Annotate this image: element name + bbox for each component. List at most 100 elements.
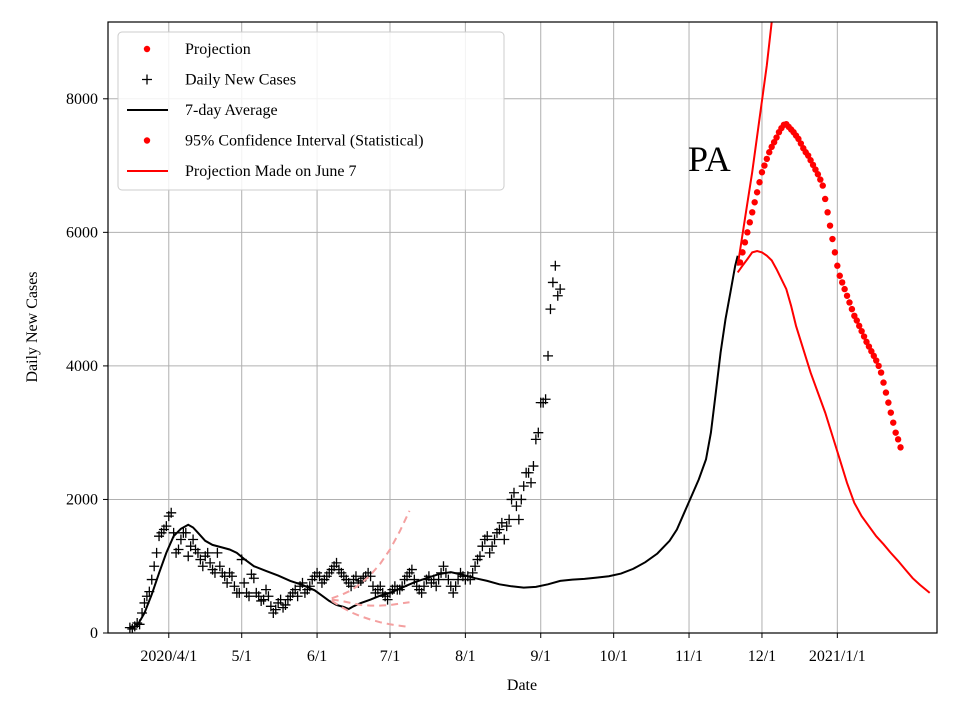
daily-case-point [474,551,485,562]
projection-made-on-june-7-lower-line [331,600,410,628]
daily-case-point [365,571,376,582]
daily-case-point [443,574,454,585]
daily-case-point [331,557,342,568]
daily-case-point [188,534,199,545]
projection-made-on-june-7-upper-line [331,510,411,600]
legend-label: Projection Made on June 7 [185,163,357,180]
y-tick-label: 6000 [66,224,98,241]
daily-case-point [431,581,442,592]
axis-ticks: 2020/4/1 5/1 6/1 7/1 8/1 9/1 10/1 11/1 12/1 2021/… [66,91,866,665]
daily-case-point [406,564,417,575]
x-tick-label: 8/1 [455,648,475,665]
projection-point [744,229,751,236]
daily-case-point [192,547,203,558]
projection-point [841,285,848,293]
daily-case-point [214,561,225,572]
daily-case-point [506,494,517,505]
daily-case-point [433,574,444,585]
daily-case-point [450,581,461,592]
projection-point [821,195,829,203]
daily-case-point [248,573,259,584]
daily-case-point [151,547,162,558]
projection-point [846,299,853,306]
x-tick-label: 9/1 [531,648,551,665]
daily-case-point [375,581,386,592]
daily-case-point [212,547,223,558]
daily-case-point [489,534,500,545]
legend-box [117,31,505,191]
projection-point [885,399,892,406]
projection-point [856,322,863,330]
projection-point [848,305,856,313]
legend-marker-plus [142,74,152,85]
daily-case-point [416,587,427,598]
projection-point [897,444,904,451]
daily-case-point [346,581,357,592]
legend-marker-dot [143,137,151,144]
projection-point [836,272,843,279]
daily-case-point [205,557,216,568]
daily-case-point [438,561,449,572]
daily-case-point [202,547,213,558]
projection-point [749,209,756,216]
daily-case-point [511,501,522,512]
plot-frame [107,21,938,634]
daily-case-point [545,304,556,315]
95-ci-lower-bound-line [736,249,931,594]
daily-case-point [516,494,527,505]
daily-case-point [494,524,505,535]
daily-case-point [244,591,255,602]
y-tick-label: 8000 [66,91,98,108]
daily-case-point [261,584,272,595]
daily-case-point [504,514,515,525]
x-tick-label: 11/1 [675,648,703,665]
daily-case-point [197,561,208,572]
projection-point [773,134,780,141]
projection-point [887,409,895,416]
projection-point [814,171,822,178]
daily-case-point [484,547,495,558]
daily-case-point [256,595,267,606]
daily-case-point [487,541,498,552]
projection-point [875,362,882,370]
projection-point [877,369,885,376]
daily-case-point [543,350,554,361]
daily-case-point [146,574,157,585]
daily-case-point [382,594,393,605]
projection-point [741,239,749,246]
chart-annotation: PA [688,139,731,179]
daily-case-point [508,487,519,498]
projection-point [753,189,761,196]
legend-label: Projection [185,41,251,58]
projection-point [834,262,841,269]
projection-point [860,333,868,340]
7-day-average-line [129,255,739,630]
x-tick-label: 12/1 [748,648,776,665]
projection-point [880,379,887,386]
daily-case-point [180,527,191,538]
projection-point [751,199,758,206]
projection-point [826,222,834,229]
x-tick-label: 7/1 [380,648,400,665]
daily-case-point [173,544,184,555]
projection-point [817,176,824,183]
daily-case-point [526,477,537,488]
projection-point [853,317,860,324]
daily-case-point [226,571,237,582]
daily-case-point [555,284,566,295]
daily-case-point [501,521,512,532]
x-tick-label: 6/1 [307,648,327,665]
projection-point [894,436,902,443]
plot-series [124,22,931,633]
projection-point [761,162,768,169]
daily-case-point [477,541,488,552]
legend-label: 7-day Average [185,102,278,119]
daily-case-point [523,467,534,478]
daily-case-point [183,551,194,562]
x-tick-label: 5/1 [231,648,251,665]
legend-label: Daily New Cases [185,72,296,89]
x-tick-label: 10/1 [599,648,627,665]
daily-case-point [513,514,524,525]
daily-case-point [448,587,459,598]
